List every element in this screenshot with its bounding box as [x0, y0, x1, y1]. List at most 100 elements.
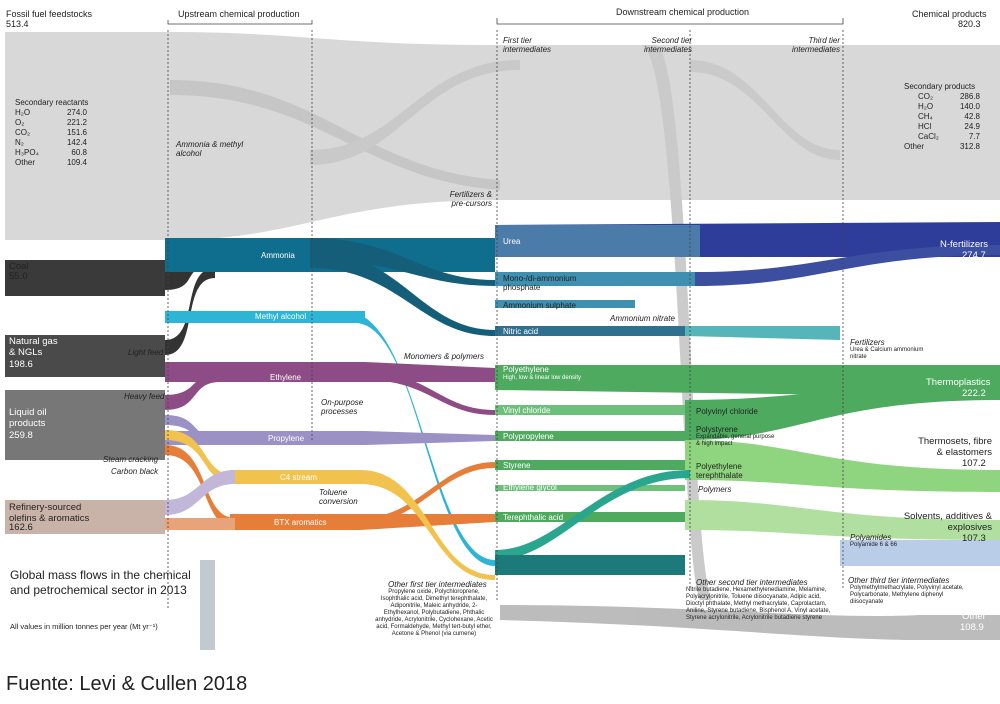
liquid-value: 259.8 [9, 430, 33, 441]
liquid-propylene [165, 415, 220, 445]
urea-gradient [495, 225, 700, 257]
third-tier-label: Third tier intermediates [791, 36, 840, 54]
first-tier-label: First tier intermediates [503, 36, 552, 54]
fertilizers-group-label: Fertilizers & pre-cursors [449, 190, 492, 208]
to-nfert-1 [695, 245, 1000, 286]
upstream-bracket [167, 20, 313, 25]
propylene-down [365, 431, 495, 445]
grey-band-4 [690, 60, 840, 160]
reactant-row: H₂O 274.0 [15, 108, 88, 118]
product-name: CaCl₂ [918, 132, 939, 141]
reactant-row: H₃PO₄ 60.8 [15, 148, 88, 158]
thermosets-value: 107.2 [962, 458, 986, 469]
ammnitrate-label: Ammonium nitrate [610, 314, 675, 323]
coal-value: 55.0 [9, 271, 28, 282]
reactant-value: 151.6 [66, 128, 87, 137]
toluene-label: Toluene conversion [319, 488, 367, 506]
liquid-label: Liquid oil products [9, 407, 47, 429]
methyl-label: Methyl alcohol [255, 312, 307, 321]
product-name: CO₂ [918, 92, 934, 101]
reactant-value: 60.8 [71, 148, 87, 157]
ammonia-fan2 [310, 250, 495, 336]
first-to-second-green [495, 470, 690, 560]
coal-block [5, 260, 165, 296]
fossil-value: 513.4 [6, 19, 29, 29]
carbon-black-label: Carbon black [111, 467, 159, 476]
nitric-bar [495, 326, 685, 336]
btx-styrene [360, 462, 495, 524]
pet-label: Polyethylene terephthalate [696, 462, 743, 480]
other-first-list: Propylene oxide, Polychloroprene, Isopht… [375, 589, 493, 637]
ammnitrate-flow [685, 326, 840, 340]
monomers-group-label: Monomers & polymers [404, 352, 485, 361]
liquid-block [5, 390, 165, 460]
vinyl-bar [495, 405, 685, 415]
second-tier-label: Second tier intermediates [643, 36, 692, 54]
thermosets-label: Thermosets, fibre & elastomers [918, 436, 992, 458]
ethylene-bar [165, 362, 365, 382]
vinyl-label: Vinyl chloride [503, 406, 551, 415]
product-value: 140.0 [959, 102, 980, 111]
nfert-label: N-fertilizers [940, 239, 989, 250]
ps-sub-label: Expandable, general purpose & high impac… [696, 434, 775, 447]
polyamides-sub: Polyamide 6 & 66 [850, 542, 898, 548]
secondary-reactants: Secondary reactants H₂O 274.0 O₂ 221.2 CO₂… [15, 98, 88, 168]
thermoplastics-flow [685, 385, 1000, 440]
other-second-list: Nitrile butadiene, Hexamethylenediamine,… [686, 587, 831, 621]
secondary-products: Secondary products CO₂ 286.8 H₂O 140.0 CH₄… [904, 82, 980, 152]
product-name: CH₄ [918, 112, 933, 121]
reactant-name: O₂ [15, 118, 25, 127]
tpa-bar [495, 512, 685, 522]
nfert-value: 274.7 [962, 250, 986, 261]
reactant-row: O₂ 221.2 [15, 118, 88, 128]
products-header: Chemical products [912, 9, 987, 19]
product-row: CH₄ 42.8 [904, 112, 980, 122]
btx-label: BTX aromatics [274, 518, 327, 527]
btx-bar [230, 514, 360, 530]
header-brackets [167, 18, 844, 25]
natgas-value: 198.6 [9, 359, 33, 370]
product-row: Other 312.8 [904, 142, 980, 152]
solvents-value: 107.3 [962, 533, 986, 544]
refinery-flows [165, 470, 235, 515]
styrene-bar [495, 460, 685, 470]
other-first-bar [495, 555, 685, 575]
liquid-c4 [165, 430, 235, 484]
solvents-label: Solvents, additives & explosives [903, 511, 992, 533]
ethylene-down2 [365, 372, 495, 415]
grey-left-col [200, 560, 215, 650]
ammonia-label: Ammonia [261, 251, 295, 260]
steam-cracking-label: Steam cracking [103, 455, 159, 464]
nitric-label: Nitric acid [503, 327, 539, 336]
product-name: Other [904, 142, 925, 151]
other-third-label: Other third tier intermediates [848, 576, 950, 585]
thermosets-flow [685, 440, 1000, 492]
eg-bar [495, 485, 685, 491]
c4-label: C4 stream [280, 473, 317, 482]
onpurpose-label: On-purpose processes [321, 398, 371, 416]
reactant-row: Other 109.4 [15, 158, 88, 168]
reactant-value: 109.4 [66, 158, 87, 167]
secondary-products-title: Secondary products [904, 82, 976, 91]
secondary-reactants-title: Secondary reactants [15, 98, 89, 107]
methyl-bar [165, 311, 365, 323]
ethylene-label: Ethylene [270, 373, 302, 382]
reactant-value: 142.4 [66, 138, 87, 147]
thermoplastics-value: 222.2 [962, 388, 986, 399]
downstream-header: Downstream chemical production [616, 7, 750, 17]
product-value: 286.8 [959, 92, 980, 101]
reactant-row: CO₂ 151.6 [15, 128, 88, 138]
product-row: CO₂ 286.8 [904, 92, 980, 102]
other-value: 108.9 [960, 622, 984, 633]
heavy-feed-label: Heavy feed [124, 392, 165, 401]
other-label: Other [962, 611, 986, 622]
pvc-label: Polyvinyl chloride [696, 407, 758, 416]
other-product-flow [500, 605, 1000, 640]
reactant-name: Other [15, 158, 36, 167]
refinery-value: 162.6 [9, 522, 33, 533]
refinery-block [5, 500, 165, 534]
reactant-name: N₂ [15, 138, 24, 147]
reactant-name: H₂O [15, 108, 31, 117]
natgas-label: Natural gas & NGLs [9, 336, 58, 358]
polyamides-label: Polyamides [850, 533, 892, 542]
